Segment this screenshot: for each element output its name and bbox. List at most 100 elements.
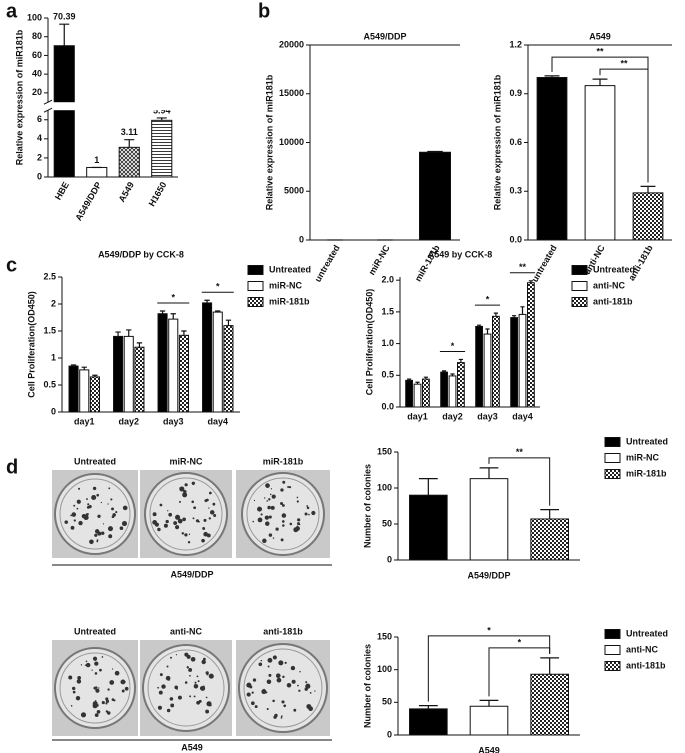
error-bar xyxy=(427,150,443,153)
x-axis-label: A549/DDP xyxy=(467,570,510,580)
significance-label: * xyxy=(487,625,491,635)
colony xyxy=(306,505,309,507)
y-tick-label: 150 xyxy=(377,446,392,456)
colony xyxy=(296,496,299,499)
colony xyxy=(196,700,201,705)
colony xyxy=(191,481,196,485)
error-bar xyxy=(181,330,187,336)
legend-label: Untreated xyxy=(269,264,311,274)
colony xyxy=(265,521,270,526)
colony xyxy=(205,498,209,502)
bar xyxy=(527,282,535,408)
colony xyxy=(260,659,263,662)
colony xyxy=(269,493,272,496)
colony xyxy=(95,688,100,693)
colony xyxy=(71,512,77,517)
colony xyxy=(182,518,185,520)
colony xyxy=(94,533,98,537)
y-tick-label: 0.9 xyxy=(509,88,522,98)
x-tick-label: miR-NC xyxy=(367,243,392,277)
y-tick-label: 0.3 xyxy=(509,186,522,196)
colony xyxy=(154,522,159,527)
y-tick-label: 1.5 xyxy=(381,306,394,316)
colony xyxy=(272,655,277,660)
bar xyxy=(123,335,134,413)
colony xyxy=(96,709,101,714)
significance-bracket xyxy=(427,635,551,702)
colony xyxy=(112,513,116,517)
photo-label: anti-181b xyxy=(263,626,303,636)
colony xyxy=(92,656,98,661)
y-tick-label: 100 xyxy=(377,664,392,674)
error-bar xyxy=(458,358,463,363)
y-tick-label: 100 xyxy=(377,482,392,492)
x-tick-label: day4 xyxy=(207,416,228,426)
colony xyxy=(288,485,292,489)
colony xyxy=(123,680,126,684)
dish-inner xyxy=(59,478,131,550)
colony xyxy=(173,521,178,526)
colony xyxy=(107,526,113,532)
colony xyxy=(192,517,195,520)
colony xyxy=(70,525,75,530)
y-axis-label: Relative expression of miR181b xyxy=(264,74,274,210)
colony xyxy=(193,506,197,510)
error-bar xyxy=(115,331,121,337)
colony xyxy=(96,539,99,542)
colony xyxy=(252,678,257,682)
colony xyxy=(165,519,169,524)
bar xyxy=(68,365,79,413)
colony xyxy=(85,662,91,668)
colony xyxy=(276,677,282,683)
colony xyxy=(251,701,255,706)
x-tick-label: anti-181b xyxy=(626,243,655,283)
significance-label: * xyxy=(451,341,455,351)
colony xyxy=(189,695,192,698)
chart-title: A549 xyxy=(589,31,611,41)
y-tick-label: 50 xyxy=(382,518,392,528)
y-tick-label: 15000 xyxy=(279,88,304,98)
y-tick-label: 0 xyxy=(37,171,42,181)
colony xyxy=(194,681,197,684)
legend-swatch xyxy=(571,281,588,291)
colony xyxy=(94,672,98,675)
x-tick-label: day2 xyxy=(118,416,139,426)
colony xyxy=(158,690,163,695)
colony xyxy=(179,486,185,492)
error-bar xyxy=(544,75,560,78)
colony xyxy=(70,704,73,707)
colony xyxy=(267,665,270,668)
colony xyxy=(268,515,272,519)
error-bar xyxy=(640,185,656,193)
colony xyxy=(305,681,308,684)
colony xyxy=(257,517,263,523)
legend-label: miR-NC xyxy=(626,452,659,462)
bar xyxy=(584,85,616,241)
colony xyxy=(184,483,188,487)
legend-label: Untreated xyxy=(593,264,635,274)
colony xyxy=(298,689,301,692)
error-bar xyxy=(59,23,70,46)
error-bar xyxy=(407,378,412,381)
legend-swatch xyxy=(247,297,264,307)
colony xyxy=(177,695,182,700)
colony xyxy=(73,504,76,507)
photo-label: Untreated xyxy=(74,626,116,636)
legend-swatch xyxy=(571,265,588,275)
colony xyxy=(182,492,188,498)
error-bar xyxy=(159,310,166,314)
colony xyxy=(94,713,99,718)
x-axis-label: A549 xyxy=(478,745,500,753)
bar xyxy=(422,378,430,408)
panel-label: d xyxy=(6,456,18,478)
significance-label: ** xyxy=(596,47,604,57)
legend-label: Untreated xyxy=(626,628,668,638)
colony xyxy=(105,710,109,713)
bar xyxy=(134,346,145,413)
x-tick-label: day1 xyxy=(74,416,95,426)
bar xyxy=(168,318,179,413)
significance-label: * xyxy=(518,637,522,647)
panel-label: c xyxy=(6,254,17,276)
colony xyxy=(94,529,100,534)
colony xyxy=(268,673,272,677)
